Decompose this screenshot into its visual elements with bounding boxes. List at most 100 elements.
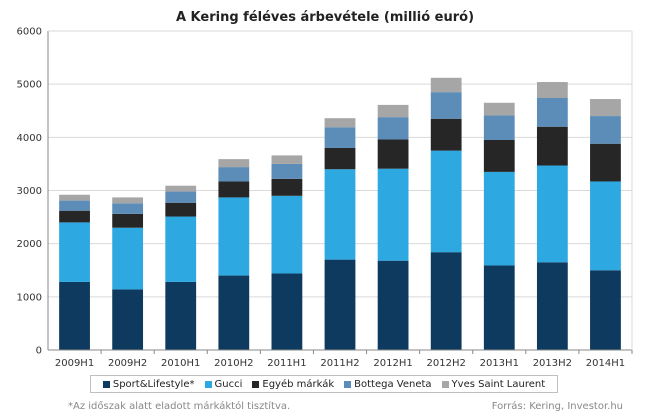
x-axis-ticks: 2009H1 2009H2 2010H1 2010H2 2011H1 2011H2 2012… [55, 350, 633, 369]
bar-segment [483, 171, 515, 266]
chart-title: A Kering féléves árbevétele (millió euró… [176, 10, 474, 25]
legend-item: Gucci [204, 378, 243, 390]
bar-segment [430, 92, 462, 119]
x-tick-label: 2011H1 [267, 358, 306, 369]
legend-swatch [102, 380, 110, 388]
bar-segment [430, 252, 462, 350]
bar-stack [59, 194, 90, 350]
legend-label: Egyéb márkák [262, 378, 335, 390]
bar-segment [112, 289, 144, 350]
bars [59, 77, 621, 350]
legend-item: Bottega Veneta [344, 378, 432, 390]
legend-label: Yves Saint Laurent [451, 378, 546, 390]
bar-stack [590, 99, 621, 350]
bar-segment [377, 104, 409, 118]
bar-segment [271, 195, 303, 274]
bar-segment [218, 275, 250, 350]
bar-stack [536, 82, 568, 350]
bar-segment [165, 216, 197, 282]
bar-segment [377, 139, 409, 169]
legend-item: Egyéb márkák [252, 379, 334, 390]
bar-segment [377, 168, 409, 261]
x-tick-label: 2010H2 [214, 358, 253, 369]
axes [47, 30, 633, 351]
y-tick-label: 0 [36, 346, 42, 357]
bar-stack [377, 104, 409, 350]
legend-swatch [441, 380, 449, 388]
bar-segment [271, 163, 303, 179]
bar-segment [59, 281, 90, 350]
bar-segment [271, 178, 303, 196]
legend-swatch [252, 380, 260, 388]
x-tick-label: 2010H1 [161, 358, 200, 369]
legend: Sport&Lifestyle* Gucci Egyéb márkák Bottega… [90, 375, 558, 393]
bar-segment [271, 155, 303, 164]
bar-segment [112, 213, 144, 228]
bar-stack [324, 118, 356, 350]
bar-segment [218, 197, 250, 276]
bar-segment [324, 118, 356, 128]
legend-item: Sport&Lifestyle* [102, 378, 195, 390]
x-tick-label: 2011H2 [320, 358, 359, 369]
legend-item: Yves Saint Laurent [441, 378, 546, 390]
x-tick-label: 2009H2 [108, 358, 147, 369]
legend-swatch [344, 380, 352, 388]
bar-segment [324, 169, 356, 260]
bar-stack [271, 155, 303, 350]
x-tick-label: 2013H2 [533, 358, 572, 369]
bar-segment [112, 227, 144, 290]
bar-segment [483, 139, 515, 172]
bar-segment [590, 270, 621, 350]
legend-label: Bottega Veneta [354, 378, 432, 390]
bar-segment [112, 197, 144, 204]
bar-segment [165, 281, 197, 350]
bar-segment [218, 167, 250, 182]
bar-segment [324, 147, 356, 170]
legend-label: Gucci [214, 378, 243, 390]
x-tick-label: 2013H1 [480, 358, 519, 369]
bar-segment [271, 273, 303, 350]
bar-segment [324, 259, 356, 350]
bar-stack [483, 102, 515, 350]
bar-segment [218, 181, 250, 198]
bar-stack [218, 159, 250, 350]
y-tick-label: 2000 [17, 239, 42, 250]
bar-segment [59, 200, 90, 211]
bar-segment [165, 202, 197, 217]
bar-segment [430, 77, 462, 93]
bar-segment [112, 203, 144, 214]
bar-segment [536, 262, 568, 350]
bar-segment [165, 191, 197, 203]
y-tick-label: 5000 [17, 80, 42, 91]
bar-segment [430, 150, 462, 253]
y-tick-label: 4000 [17, 133, 42, 144]
bar-segment [483, 102, 515, 116]
bar-segment [324, 127, 356, 148]
legend-label: Sport&Lifestyle* [112, 378, 195, 390]
bar-segment [430, 118, 462, 151]
bar-segment [218, 159, 250, 168]
bar-stack [430, 77, 462, 350]
bar-segment [590, 116, 621, 144]
bar-segment [536, 165, 568, 263]
bar-segment [536, 97, 568, 127]
bar-segment [536, 126, 568, 166]
bar-stack [165, 185, 197, 350]
legend-swatch [204, 380, 212, 388]
y-tick-label: 3000 [17, 186, 42, 197]
y-tick-label: 1000 [17, 292, 42, 303]
x-tick-label: 2012H2 [427, 358, 466, 369]
bar-segment [590, 99, 621, 117]
bar-segment [59, 222, 90, 282]
bar-segment [377, 260, 409, 350]
bar-segment [536, 82, 568, 98]
bar-segment [483, 115, 515, 140]
bar-segment [59, 194, 90, 201]
bar-segment [377, 117, 409, 140]
bar-segment [165, 185, 197, 192]
footnote-left: *Az időszak alatt eladott márkáktól tisz… [68, 401, 291, 412]
bar-stack [112, 197, 144, 350]
bar-segment [590, 181, 621, 271]
